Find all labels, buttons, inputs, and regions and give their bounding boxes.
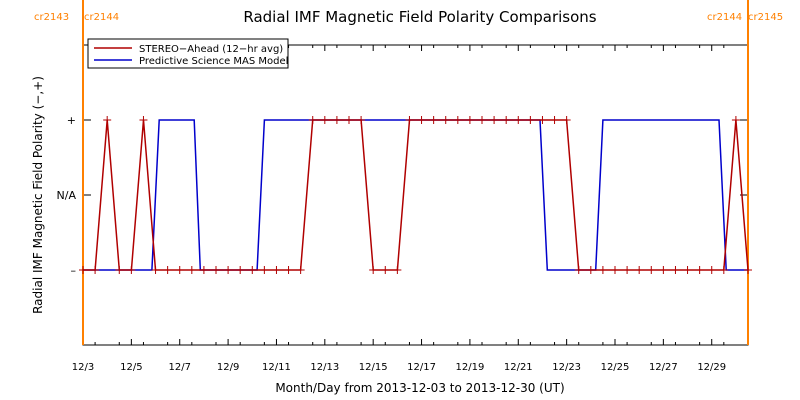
data-point-stereo [91,266,100,274]
data-point-stereo [212,266,220,274]
data-point-stereo [538,116,547,124]
data-point-stereo [236,266,245,274]
data-point-stereo [695,266,704,274]
data-point-stereo [357,116,366,124]
y-axis-title: Radial IMF Magnetic Field Polarity (−,+) [31,76,45,314]
data-point-stereo [598,266,607,274]
data-point-stereo [502,116,511,124]
data-point-stereo [465,116,474,124]
cr-top-left-2: cr2144 [84,12,119,23]
x-tick-label: 12/13 [310,362,339,373]
data-point-stereo [187,266,196,274]
series-line-mas-model [83,119,748,271]
data-point-stereo [659,266,668,274]
x-tick-label: 12/3 [72,362,94,373]
x-tick-label: 12/19 [455,362,484,373]
data-point-stereo [405,116,414,124]
x-tick-label: 12/23 [552,362,581,373]
data-point-stereo [514,116,523,124]
data-point-stereo [731,116,740,124]
data-point-stereo [151,266,160,274]
data-point-stereo [647,266,656,274]
x-tick-label: 12/21 [504,362,533,373]
data-point-stereo [719,266,728,274]
data-point-stereo [260,266,269,274]
x-tick-label: 12/27 [649,362,678,373]
y-tick-label: N/A [57,189,77,202]
chart-title: Radial IMF Magnetic Field Polarity Compa… [243,8,596,26]
cr-top-right-2: cr2145 [748,12,783,23]
data-point-stereo [550,116,559,124]
data-point-stereo [635,266,644,274]
data-point-stereo [308,116,317,124]
data-point-stereo [574,266,583,274]
plot-frame [82,44,749,346]
carrington-rotation-lines [82,0,749,345]
y-axis: + N/A – [57,114,748,277]
data-point-stereo [441,116,450,124]
data-point-stereo [369,266,378,274]
data-point-stereo [562,116,571,124]
data-point-stereo [586,266,595,274]
data-point-stereo [127,266,136,274]
data-point-stereo [332,116,341,124]
data-point-stereo [345,116,353,124]
plot-area: 12/3 12/5 12/7 12/9 12/11 12/13 12/15 12/17 12/1… [57,0,752,373]
legend-label-stereo: STEREO−Ahead (12−hr avg) [139,44,283,55]
x-axis-title: Month/Day from 2013-12-03 to 2013-12-30 … [275,381,564,395]
data-point-stereo [623,266,632,274]
legend: STEREO−Ahead (12−hr avg) Predictive Scie… [87,38,289,69]
data-point-stereo [163,266,172,274]
data-point-stereo [478,116,486,124]
data-point-stereo [320,116,329,124]
x-tick-label: 12/7 [168,362,190,373]
data-point-stereo [139,116,148,124]
x-tick-label: 12/17 [407,362,436,373]
data-point-stereo [175,266,184,274]
series-line-stereo-ahead [83,119,749,271]
data-point-stereo [393,266,402,274]
x-tick-label: 12/25 [601,362,630,373]
x-tick-label: 12/15 [359,362,388,373]
y-tick-label: + [67,114,76,127]
data-point-stereo [707,266,716,274]
y-tick-label: – [71,264,77,277]
legend-label-mas-model: Predictive Science MAS Model [139,56,288,67]
data-point-stereo [224,266,233,274]
data-point-stereo [381,266,390,274]
x-axis: 12/3 12/5 12/7 12/9 12/11 12/13 12/15 12/17 12/1… [72,45,726,373]
data-point-stereo [248,266,257,274]
data-point-stereo [79,266,87,274]
data-point-stereo [103,116,112,124]
x-tick-label: 12/9 [217,362,239,373]
data-point-stereo [671,266,680,274]
series-layer [79,116,752,274]
data-point-stereo [611,266,619,274]
data-point-stereo [272,266,281,274]
legend-box [87,38,289,69]
cr-top-left-1: cr2143 [34,12,69,23]
data-point-stereo [683,266,692,274]
x-tick-label: 12/5 [120,362,142,373]
data-point-stereo [429,116,438,124]
data-point-stereo [115,266,124,274]
data-point-stereo [453,116,462,124]
data-point-stereo [296,266,305,274]
data-point-stereo [417,116,426,124]
data-point-stereo [199,266,208,274]
data-point-stereo [526,116,535,124]
cr-top-right-1: cr2144 [707,12,742,23]
x-tick-label: 12/29 [697,362,726,373]
data-point-stereo [284,266,293,274]
data-point-stereo [490,116,499,124]
data-point-stereo [744,266,752,274]
x-tick-label: 12/11 [262,362,291,373]
